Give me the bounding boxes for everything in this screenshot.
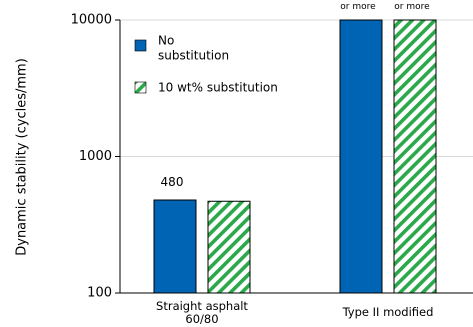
category-label-type-ii-modified: Type II modified — [342, 305, 434, 319]
annotation-480: 480 — [161, 175, 184, 189]
legend-label-no-substitution-line1: No — [158, 34, 174, 48]
legend-label-no-substitution-line2: substitution — [158, 49, 229, 63]
y-axis-title: Dynamic stability (cycles/mm) — [15, 58, 30, 256]
category-label-straight-asphalt-grade: 60/80 — [185, 312, 218, 326]
legend-label-10wt-substitution: 10 wt% substitution — [158, 81, 278, 95]
y-ticks: 100 1000 10000 — [71, 13, 120, 301]
bar-series0-category0 — [153, 199, 197, 294]
y-tick-label-10000: 10000 — [71, 13, 112, 28]
category-label-straight-asphalt: Straight asphalt — [156, 299, 248, 313]
bar-series0-category1 — [339, 19, 383, 294]
legend-swatch-10wt-substitution — [134, 81, 147, 94]
bar-series1-category0 — [207, 200, 251, 294]
y-tick-label-100: 100 — [87, 286, 112, 301]
bar-series1-category1 — [393, 19, 437, 294]
annotation-or-more-no-substitution: or more — [340, 2, 376, 12]
legend-swatch-no-substitution — [134, 39, 147, 52]
legend: No substitution 10 wt% substitution — [134, 34, 278, 95]
bars — [153, 19, 437, 294]
y-tick-label-1000: 1000 — [79, 149, 112, 164]
annotation-or-more-10wt-substitution: or more — [394, 2, 430, 12]
